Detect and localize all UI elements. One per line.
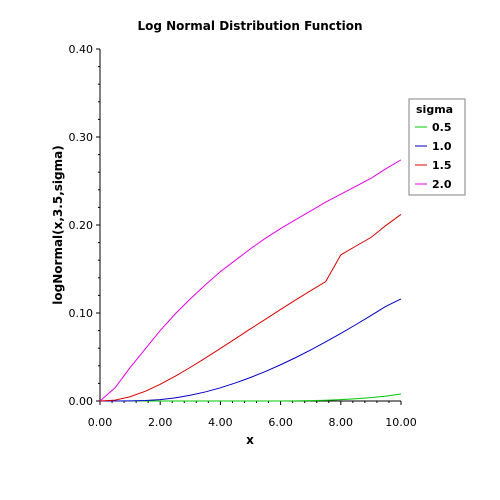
series-line-sigma-2.0 (99, 159, 402, 402)
series-lines (99, 159, 402, 402)
chart-title: Log Normal Distribution Function (137, 19, 362, 33)
y-tick-label: 0.20 (69, 219, 94, 232)
axes: 0.00 0.10 0.20 0.30 0.40 0.00 2.00 4.00 6.00 8.00… (69, 43, 417, 429)
series-line-sigma-0.5 (100, 393, 402, 402)
x-tick-label: 6.00 (268, 416, 293, 429)
series-line-sigma-1.5 (99, 214, 402, 402)
legend-entry-label: 0.5 (432, 121, 452, 134)
legend-entry-label: 1.0 (432, 140, 452, 153)
y-tick-label: 0.40 (69, 43, 94, 56)
legend-title: sigma (416, 103, 453, 116)
x-tick-label: 0.00 (88, 416, 113, 429)
x-tick-label: 2.00 (148, 416, 173, 429)
y-tick-label: 0.10 (69, 307, 94, 320)
y-tick-label: 0.30 (69, 131, 94, 144)
x-tick-label: 10.00 (385, 416, 417, 429)
legend-entry-label: 1.5 (432, 159, 452, 172)
legend-box (408, 98, 466, 196)
legend-entry-label: 2.0 (432, 178, 452, 191)
x-tick-label: 4.00 (208, 416, 233, 429)
legend: sigma 0.5 1.0 1.5 2.0 (408, 98, 466, 196)
x-axis-label: x (246, 433, 254, 447)
y-axis-label: logNormal(x,3.5,sigma) (51, 145, 65, 304)
y-tick-label: 0.00 (69, 395, 94, 408)
x-tick-label: 8.00 (329, 416, 354, 429)
series-line-sigma-1.0 (100, 298, 402, 402)
